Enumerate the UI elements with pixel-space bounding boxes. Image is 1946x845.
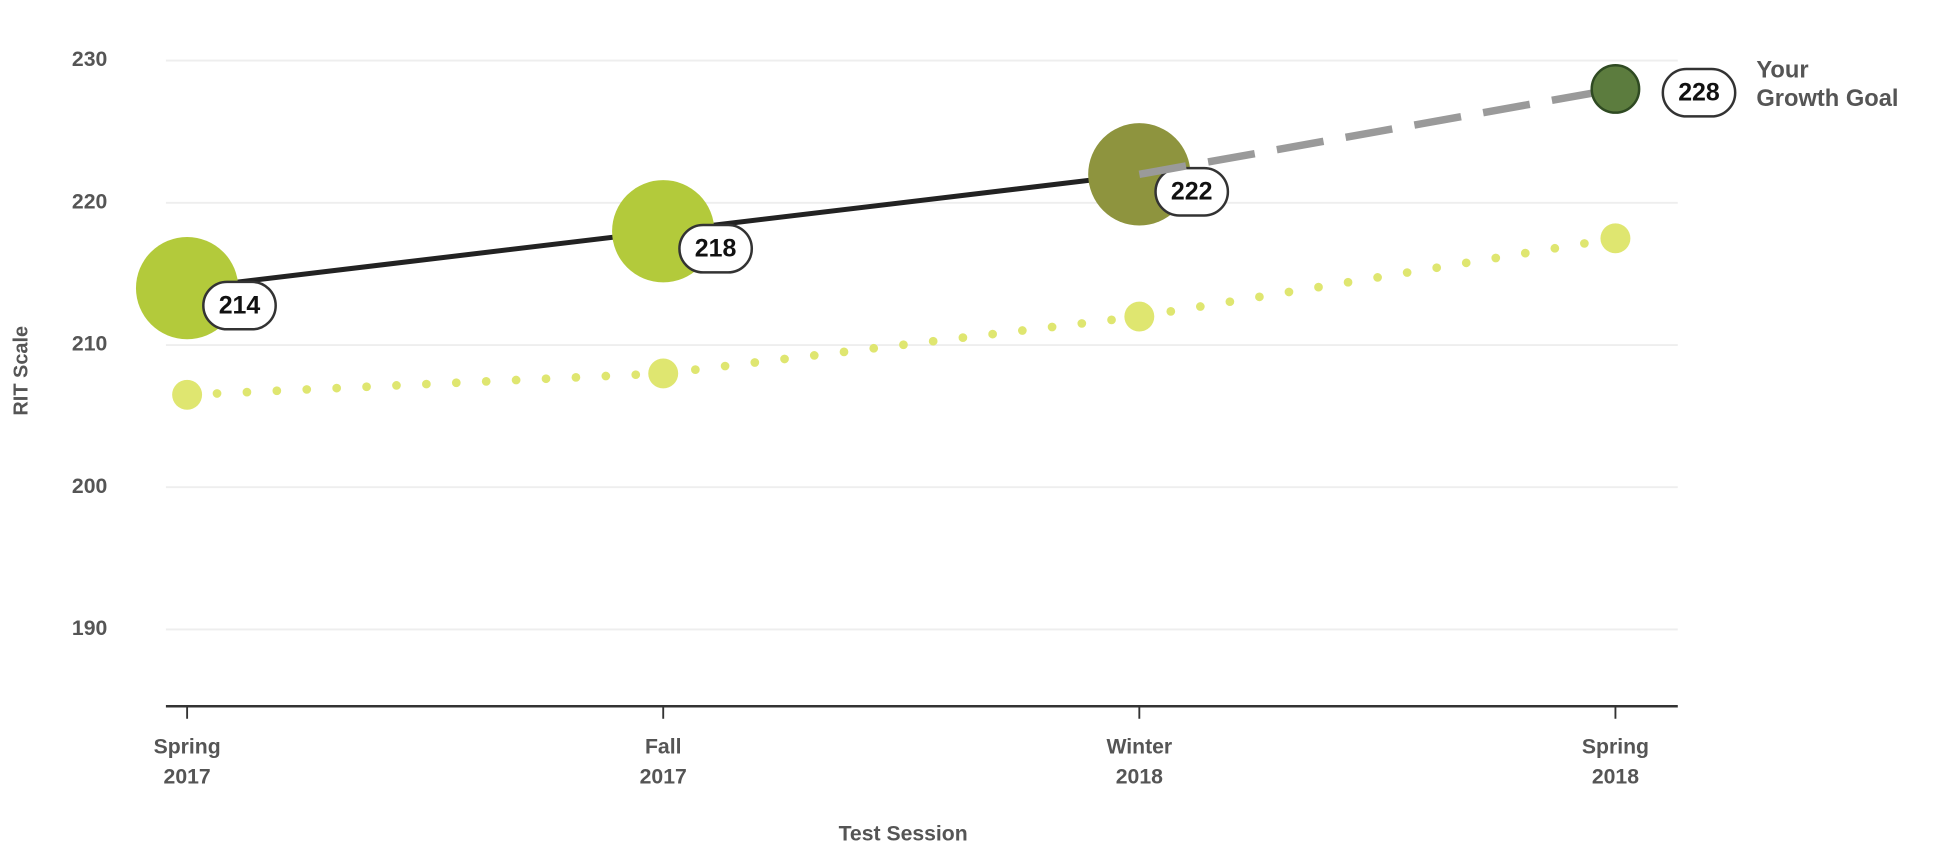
goal-label: Your Growth Goal xyxy=(1756,58,1898,113)
point xyxy=(172,379,203,410)
y-tick-label: 230 xyxy=(72,48,107,71)
x-tick-label: Spring 2017 xyxy=(154,735,221,788)
y-tick-label: 190 xyxy=(72,617,107,640)
label-box xyxy=(1661,67,1737,118)
data-label: 218 xyxy=(695,235,737,263)
label-box xyxy=(1154,166,1230,217)
x-tick-label: Fall 2017 xyxy=(640,735,687,788)
label-box xyxy=(202,280,277,331)
y-tick-label: 200 xyxy=(72,475,107,498)
point xyxy=(1590,64,1641,114)
label-box xyxy=(678,223,754,274)
data-label: 222 xyxy=(1171,178,1213,206)
x-axis-label: Test Session xyxy=(839,822,968,845)
y-tick-label: 220 xyxy=(72,190,107,213)
data-label: 214 xyxy=(219,291,261,319)
x-tick-label: Winter 2018 xyxy=(1106,735,1172,788)
x-tick-label: Spring 2018 xyxy=(1582,735,1649,788)
y-axis-label: RIT Scale xyxy=(11,326,33,416)
point xyxy=(1600,223,1631,254)
goal-connector xyxy=(1138,85,1617,179)
point xyxy=(648,358,679,389)
y-tick-label: 210 xyxy=(72,333,107,356)
dotted-line xyxy=(182,233,1620,400)
data-label: 228 xyxy=(1678,79,1720,107)
point xyxy=(1124,301,1155,332)
